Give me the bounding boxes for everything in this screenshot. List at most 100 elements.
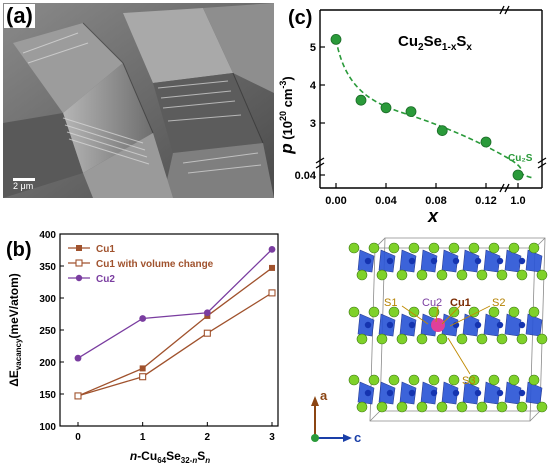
se-atom	[376, 269, 388, 281]
se-atom	[488, 306, 500, 318]
se-atom	[348, 306, 360, 318]
se-atom	[368, 374, 380, 386]
cu-atom	[496, 389, 504, 397]
data-point	[74, 392, 82, 400]
y-tick-label: 400	[39, 230, 56, 241]
se-atom	[368, 242, 380, 254]
cu-atom	[474, 257, 482, 265]
panel-a-label: (a)	[4, 3, 35, 28]
y-tick-label: 250	[39, 326, 56, 337]
x-tick-label: 1	[140, 432, 146, 443]
x-tick-label: 0.08	[425, 195, 446, 207]
site-label-cu1: Cu1	[450, 297, 471, 309]
panel-b-ticks	[60, 233, 273, 427]
data-point	[380, 102, 392, 114]
y-tick-label: 100	[39, 422, 56, 433]
se-atom	[508, 374, 520, 386]
cu-atom	[518, 257, 526, 265]
se-atom	[476, 401, 488, 413]
se-atom	[536, 401, 548, 413]
panel-b-ylabel: ΔEvacancy(meV/atom)	[7, 273, 23, 387]
data-point	[203, 309, 211, 317]
panel-b-xlabel: n-Cu64Se32-nSn	[130, 449, 210, 465]
y-tick-label: 350	[39, 262, 56, 273]
se-atom	[496, 401, 508, 413]
data-point	[268, 289, 276, 297]
data-point	[139, 365, 146, 372]
cu-polyhedron	[399, 381, 417, 405]
x-tick-label: 0.00	[325, 195, 346, 207]
cu-polyhedron	[420, 249, 438, 273]
legend-marker	[76, 245, 82, 251]
cu-atom	[408, 257, 416, 265]
data-point	[512, 169, 524, 181]
site-leaders	[401, 305, 491, 375]
cu-polyhedron	[441, 381, 459, 405]
legend-label: Cu1	[96, 244, 115, 255]
cu-polyhedron	[462, 313, 480, 337]
y-tick-label: 3	[310, 118, 316, 130]
panel-b-series	[74, 245, 276, 400]
se-atom	[516, 401, 528, 413]
se-atom	[496, 333, 508, 345]
se-atom	[456, 401, 468, 413]
se-atom	[348, 374, 360, 386]
data-point	[436, 125, 448, 137]
se-atom	[448, 374, 460, 386]
x-tick-label: 1.0	[510, 195, 525, 207]
cu-atom	[408, 389, 416, 397]
atom-layers	[348, 242, 548, 413]
cu-atom	[518, 389, 526, 397]
data-point	[203, 329, 211, 337]
cu-atom	[386, 389, 394, 397]
panel-c-frame	[319, 9, 543, 189]
se-atom	[376, 401, 388, 413]
se-atom	[348, 242, 360, 254]
cu-polyhedron	[399, 313, 417, 337]
se-atom	[416, 269, 428, 281]
se-atom	[376, 333, 388, 345]
fit-curve	[335, 39, 534, 179]
panel-c-tick-labels: 0.00 0.04 0.08 0.12 1.0 0.04 3 4 5	[295, 42, 526, 207]
cu1-site-highlight	[431, 318, 445, 332]
se-atom	[536, 269, 548, 281]
cu-atom	[430, 257, 438, 265]
cu-atom	[518, 321, 526, 329]
cu-atom	[364, 321, 372, 329]
y-tick-label: 0.04	[295, 170, 317, 182]
se-atom	[356, 401, 368, 413]
panel-b-label: (b)	[6, 239, 32, 261]
panel-c-xlabel: x	[427, 206, 439, 225]
x-tick-label: 0.04	[375, 195, 397, 207]
axis-c-label: c	[354, 430, 361, 445]
y-tick-label: 5	[310, 42, 316, 54]
x-tick-label: 3	[269, 432, 275, 443]
data-point	[139, 373, 147, 381]
data-point	[139, 315, 147, 322]
data-point	[269, 264, 275, 271]
cu-atom	[496, 257, 504, 265]
axis-break-marks	[315, 5, 547, 193]
data-point	[355, 94, 367, 106]
se-atom	[388, 242, 400, 254]
se-atom	[436, 269, 448, 281]
cu-atom	[474, 321, 482, 329]
se-atom	[396, 401, 408, 413]
cu-atom	[452, 257, 460, 265]
cu-polyhedron	[504, 249, 522, 273]
cu-polyhedron	[399, 249, 417, 273]
se-atom	[516, 269, 528, 281]
se-atom	[368, 306, 380, 318]
series-line	[77, 248, 273, 359]
se-atom	[388, 306, 400, 318]
se-atom	[528, 374, 540, 386]
cu-atom	[474, 389, 482, 397]
se-atom	[468, 374, 480, 386]
se-atom	[396, 333, 408, 345]
data-point	[480, 136, 492, 148]
data-point	[405, 106, 417, 117]
site-label-cu2: Cu2	[422, 297, 442, 309]
panel-b-tick-labels: 100 150 200 250 300 350 400 0 1 2 3	[39, 230, 275, 443]
se-atom	[408, 242, 420, 254]
cu-polyhedron	[462, 249, 480, 273]
